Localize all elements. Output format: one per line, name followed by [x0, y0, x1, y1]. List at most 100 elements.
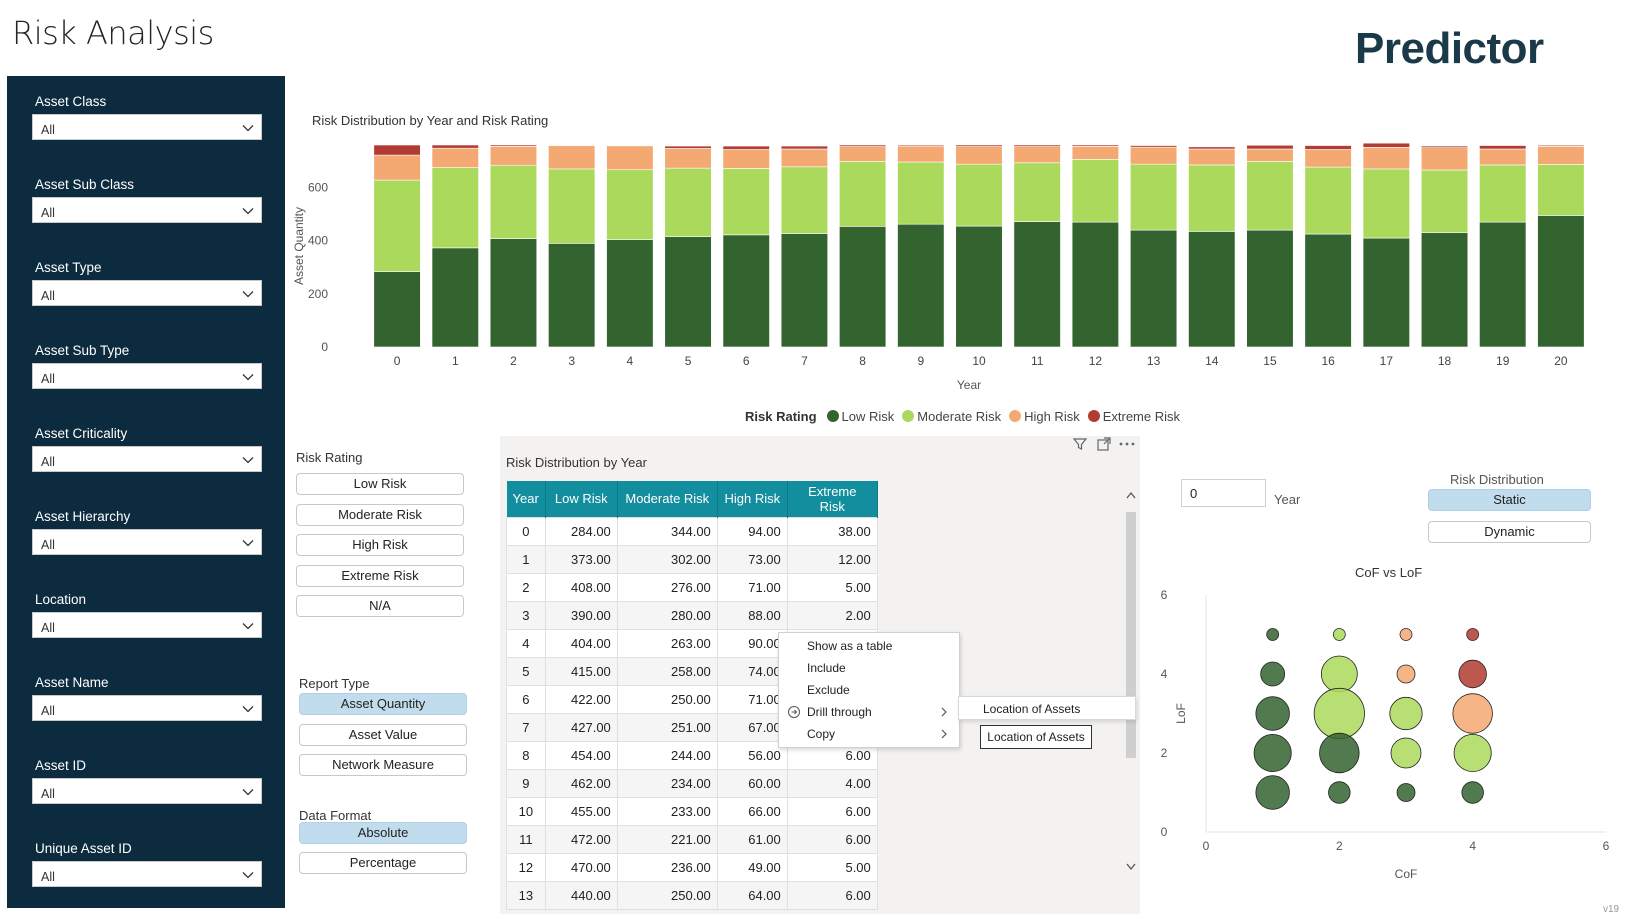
bar-segment-extreme-risk[interactable]	[1304, 145, 1352, 150]
bar-segment-low-risk[interactable]	[431, 247, 479, 348]
bar-segment-extreme-risk[interactable]	[1246, 144, 1294, 150]
table-cell[interactable]: 440.00	[544, 880, 618, 910]
asset-id-dropdown[interactable]: All	[32, 778, 262, 804]
table-cell[interactable]: 404.00	[544, 628, 618, 658]
year-input[interactable]: 0	[1181, 479, 1266, 507]
bar-segment-moderate-risk[interactable]	[1537, 164, 1585, 216]
table-cell[interactable]: 8	[506, 740, 546, 770]
more-options-icon[interactable]	[1118, 436, 1136, 452]
bar-segment-extreme-risk[interactable]	[606, 144, 654, 147]
table-cell[interactable]: 390.00	[544, 600, 618, 630]
bar-segment-high-risk[interactable]	[1420, 147, 1469, 171]
bar-segment-high-risk[interactable]	[1479, 148, 1527, 166]
scroll-up-icon[interactable]	[1124, 490, 1138, 500]
scroll-down-icon[interactable]	[1124, 862, 1138, 872]
risk-rating-low-risk-button[interactable]: Low Risk	[296, 473, 464, 495]
bar-segment-high-risk[interactable]	[1013, 146, 1061, 164]
table-scroll-thumb[interactable]	[1126, 512, 1136, 758]
report-type-network-measure-button[interactable]: Network Measure	[299, 754, 467, 776]
bar-segment-extreme-risk[interactable]	[1129, 145, 1178, 148]
bar-segment-extreme-risk[interactable]	[664, 145, 712, 149]
bar-segment-high-risk[interactable]	[780, 148, 829, 168]
table-cell[interactable]: 71.00	[716, 572, 788, 602]
location-dropdown[interactable]: All	[32, 612, 262, 638]
bar-segment-low-risk[interactable]	[897, 223, 945, 348]
risk-rating-extreme-risk-button[interactable]: Extreme Risk	[296, 564, 464, 587]
risk-rating-n-a-button[interactable]: N/A	[296, 595, 464, 617]
bubble-point[interactable]	[1461, 781, 1484, 804]
bubble-point[interactable]	[1458, 659, 1487, 689]
bubble-point[interactable]	[1389, 696, 1423, 731]
table-row[interactable]: 8 454.00 244.00 56.00 6.00	[506, 740, 878, 770]
table-cell[interactable]: 90.00	[716, 628, 788, 658]
bar-segment-moderate-risk[interactable]	[489, 164, 538, 239]
table-cell[interactable]: 11	[506, 824, 546, 854]
bubble-point[interactable]	[1390, 737, 1422, 769]
table-cell[interactable]: 263.00	[616, 628, 718, 658]
bar-segment-extreme-risk[interactable]	[955, 144, 1003, 147]
risk-rating-high-risk-button[interactable]: High Risk	[296, 534, 464, 556]
bar-segment-low-risk[interactable]	[1362, 237, 1410, 348]
bubble-point[interactable]	[1319, 732, 1360, 774]
table-row[interactable]: 9 462.00 234.00 60.00 4.00	[506, 768, 878, 798]
bar-segment-high-risk[interactable]	[1304, 149, 1352, 168]
asset-criticality-dropdown[interactable]: All	[32, 446, 262, 472]
table-cell[interactable]: 302.00	[616, 544, 718, 574]
bar-segment-low-risk[interactable]	[955, 225, 1003, 348]
table-cell[interactable]: 56.00	[716, 740, 788, 770]
table-row[interactable]: 2 408.00 276.00 71.00 5.00	[506, 572, 878, 602]
bar-segment-high-risk[interactable]	[373, 154, 421, 181]
bar-segment-high-risk[interactable]	[839, 146, 887, 162]
bar-segment-moderate-risk[interactable]	[897, 161, 945, 225]
table-cell[interactable]: 38.00	[786, 516, 878, 546]
bar-segment-moderate-risk[interactable]	[1246, 161, 1294, 231]
menu-item-drill-through[interactable]: Drill through	[807, 705, 872, 719]
bar-segment-moderate-risk[interactable]	[1362, 168, 1410, 239]
asset-hierarchy-dropdown[interactable]: All	[32, 529, 262, 555]
bar-segment-high-risk[interactable]	[489, 146, 538, 166]
bar-segment-moderate-risk[interactable]	[839, 161, 887, 227]
table-cell[interactable]: 73.00	[716, 544, 788, 574]
table-cell[interactable]: 6.00	[786, 880, 878, 910]
table-cell[interactable]: 415.00	[544, 656, 618, 686]
bubble-point[interactable]	[1255, 696, 1290, 731]
table-cell[interactable]: 250.00	[616, 880, 718, 910]
bar-segment-low-risk[interactable]	[1246, 229, 1294, 348]
table-cell[interactable]: 60.00	[716, 768, 788, 798]
bar-segment-moderate-risk[interactable]	[1129, 163, 1178, 231]
table-cell[interactable]: 234.00	[616, 768, 718, 798]
table-row[interactable]: 13 440.00 250.00 64.00 6.00	[506, 880, 878, 910]
bar-segment-moderate-risk[interactable]	[955, 163, 1003, 227]
table-cell[interactable]: 2	[506, 572, 546, 602]
table-cell[interactable]: 408.00	[544, 572, 618, 602]
table-row[interactable]: 0 284.00 344.00 94.00 38.00	[506, 516, 878, 546]
bar-segment-high-risk[interactable]	[1129, 146, 1178, 165]
bar-segment-extreme-risk[interactable]	[839, 144, 887, 147]
bubble-point[interactable]	[1396, 664, 1416, 684]
bar-segment-extreme-risk[interactable]	[431, 144, 479, 149]
table-cell[interactable]: 88.00	[716, 600, 788, 630]
table-cell[interactable]: 344.00	[616, 516, 718, 546]
bubble-point[interactable]	[1452, 693, 1493, 734]
menu-item-exclude[interactable]: Exclude	[807, 683, 850, 697]
table-cell[interactable]: 462.00	[544, 768, 618, 798]
table-row[interactable]: 11 472.00 221.00 61.00 6.00	[506, 824, 878, 854]
bar-segment-low-risk[interactable]	[1071, 221, 1119, 348]
table-cell[interactable]: 7	[506, 712, 546, 742]
bar-segment-extreme-risk[interactable]	[780, 145, 829, 150]
bar-segment-extreme-risk[interactable]	[489, 144, 538, 147]
risk-distribution-dynamic-button[interactable]: Dynamic	[1428, 520, 1591, 543]
table-cell[interactable]: 276.00	[616, 572, 718, 602]
risk-distribution-static-button[interactable]: Static	[1428, 489, 1591, 511]
bar-segment-extreme-risk[interactable]	[373, 144, 421, 156]
bar-segment-extreme-risk[interactable]	[548, 144, 596, 146]
table-cell[interactable]: 61.00	[716, 824, 788, 854]
unique-asset-id-dropdown[interactable]: All	[32, 861, 262, 887]
bubble-point[interactable]	[1399, 628, 1413, 641]
table-cell[interactable]: 427.00	[544, 712, 618, 742]
table-cell[interactable]: 5	[506, 656, 546, 686]
legend-item-low-risk[interactable]: Low Risk	[826, 409, 894, 424]
asset-name-dropdown[interactable]: All	[32, 695, 262, 721]
table-cell[interactable]: 66.00	[716, 796, 788, 826]
table-cell[interactable]: 454.00	[544, 740, 618, 770]
